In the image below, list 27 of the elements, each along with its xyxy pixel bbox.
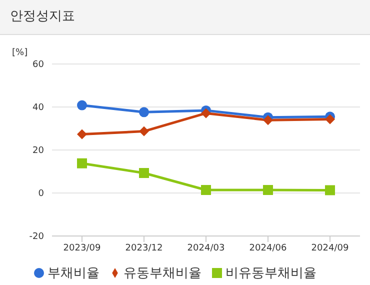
chart-title: 안정성지표 <box>0 0 370 35</box>
y-tick-label: 0 <box>38 189 44 200</box>
y-tick-label: 60 <box>32 60 44 70</box>
x-tick-label: 2023/12 <box>125 243 163 254</box>
x-tick-label: 2023/09 <box>63 243 101 254</box>
legend-label: 비유동부채비율 <box>226 266 316 281</box>
y-tick-label: 40 <box>32 103 44 114</box>
point <box>139 168 149 178</box>
point <box>139 107 149 118</box>
x-tick-label: 2024/09 <box>311 243 349 254</box>
point <box>77 158 87 168</box>
point <box>263 184 273 195</box>
point <box>77 100 87 110</box>
point <box>201 108 211 118</box>
point <box>139 126 149 136</box>
point <box>263 115 273 126</box>
point <box>325 114 335 124</box>
x-tick-label: 2024/03 <box>187 243 225 254</box>
y-axis-title: [%] <box>12 48 28 58</box>
y-tick-label: -20 <box>29 232 44 242</box>
legend-label: 유동부채비율 <box>124 266 202 281</box>
point <box>201 184 211 195</box>
point <box>77 129 87 140</box>
point <box>325 185 335 196</box>
y-tick-label: 20 <box>32 146 44 156</box>
legend-label: 부채비율 <box>48 266 100 281</box>
x-tick-label: 2024/06 <box>249 243 287 254</box>
